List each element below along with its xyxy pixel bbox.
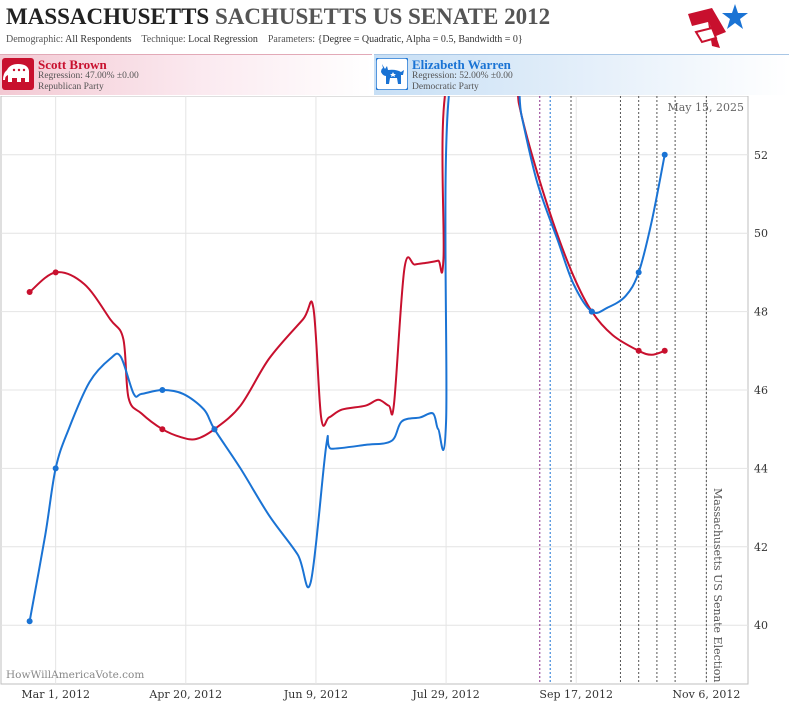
demographic-value: All Respondents: [65, 34, 132, 45]
x-tick-label: Nov 6, 2012: [672, 688, 740, 701]
series-line-scott-brown: [28, 96, 666, 441]
x-axis-ticks: Mar 1, 2012 Apr 20, 2012 Jun 9, 2012 Jul 29…: [21, 688, 740, 701]
technique-value: Local Regression: [188, 34, 258, 45]
parameters-value: {Degree = Quadratic, Alpha = 0.5, Bandwi…: [317, 34, 523, 45]
event-lines: [539, 96, 707, 684]
y-tick-label: 40: [754, 619, 768, 632]
data-point-elizabeth-warren: [635, 269, 642, 276]
candidate-panel-scott-brown: Scott Brown Regression: 47.00% ±0.00 Rep…: [0, 54, 372, 95]
candidate-regression-elizabeth-warren: Regression: 52.00% ±0.00: [412, 71, 513, 81]
y-tick-label: 48: [754, 306, 768, 319]
data-point-elizabeth-warren: [661, 151, 668, 158]
data-point-elizabeth-warren: [159, 387, 166, 393]
y-axis-ticks: 40 42 44 46 48 50 52: [754, 149, 768, 632]
x-tick-label: Jul 29, 2012: [411, 688, 480, 701]
poll-chart: Mar 1, 2012 Apr 20, 2012 Jun 9, 2012 Jul 29…: [0, 96, 768, 701]
site-logo-icon: [688, 4, 748, 48]
election-label: Massachusetts US Senate Election: [711, 488, 724, 682]
technique-label: Technique:: [141, 34, 186, 45]
x-tick-label: Sep 17, 2012: [539, 688, 613, 701]
candidate-panel-elizabeth-warren: Elizabeth Warren Regression: 52.00% ±0.0…: [374, 54, 789, 95]
candidate-regression-scott-brown: Regression: 47.00% ±0.00: [38, 71, 139, 81]
democratic-donkey-icon: [376, 58, 408, 90]
x-tick-label: Apr 20, 2012: [148, 688, 222, 701]
republican-elephant-icon: [2, 58, 34, 90]
title-state: MASSACHUSETTS: [6, 4, 210, 29]
candidate-party-scott-brown: Republican Party: [38, 82, 104, 92]
data-point-elizabeth-warren: [52, 465, 59, 472]
y-tick-label: 46: [754, 384, 768, 397]
x-tick-label: Mar 1, 2012: [21, 688, 90, 701]
chart-header: MASSACHUSETTS SACHUSETTS US SENATE 2012 …: [0, 0, 789, 52]
chart-title: MASSACHUSETTS SACHUSETTS US SENATE 2012: [6, 4, 550, 30]
data-point-elizabeth-warren: [211, 426, 218, 433]
series-layer: [26, 96, 668, 625]
series-elizabeth-warren: [26, 96, 668, 625]
candidate-party-elizabeth-warren: Democratic Party: [412, 82, 479, 92]
series-line-elizabeth-warren: [28, 96, 666, 622]
demographic-label: Demographic:: [6, 34, 64, 45]
y-tick-label: 44: [754, 462, 768, 475]
data-point-scott-brown: [635, 347, 642, 354]
data-point-scott-brown: [52, 269, 59, 276]
y-tick-label: 50: [754, 227, 768, 240]
title-rest: SACHUSETTS US SENATE 2012: [214, 4, 551, 29]
parameters-label: Parameters:: [267, 34, 316, 45]
y-tick-label: 52: [754, 149, 768, 162]
data-point-scott-brown: [661, 347, 668, 354]
candidate-name-scott-brown: Scott Brown: [38, 57, 107, 72]
data-point-elizabeth-warren: [26, 618, 33, 625]
data-point-scott-brown: [26, 289, 33, 295]
data-point-elizabeth-warren: [588, 308, 595, 315]
candidate-name-elizabeth-warren: Elizabeth Warren: [412, 57, 511, 72]
date-label: May 15, 2025: [667, 101, 744, 114]
parameters-line: Demographic: All Respondents Technique: …: [6, 34, 523, 45]
data-point-scott-brown: [159, 426, 166, 433]
y-tick-label: 42: [754, 541, 768, 554]
watermark: HowWillAmericaVote.com: [6, 669, 144, 681]
x-tick-label: Jun 9, 2012: [283, 688, 348, 701]
